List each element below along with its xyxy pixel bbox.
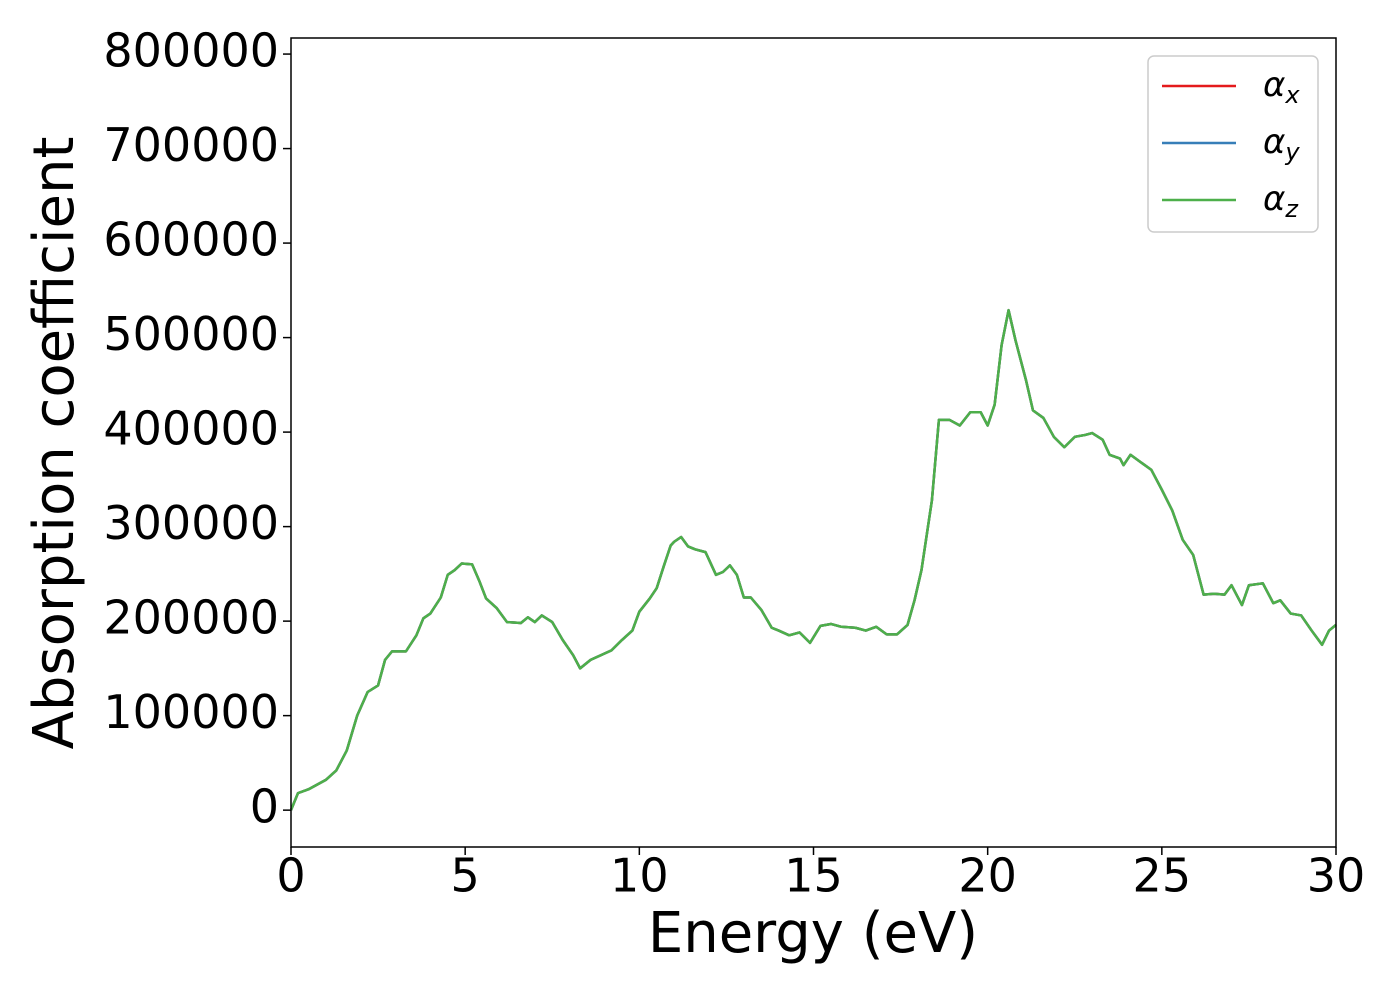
legend-label: αz xyxy=(1263,179,1299,224)
x-tick-label: 0 xyxy=(276,849,305,903)
x-tick-label: 5 xyxy=(451,849,480,903)
x-tick-label: 10 xyxy=(610,849,669,903)
x-axis-label: Energy (eV) xyxy=(648,901,978,966)
x-tick-label: 15 xyxy=(784,849,843,903)
y-tick-label: 500000 xyxy=(103,307,279,361)
y-tick-label: 600000 xyxy=(103,213,279,267)
y-tick-label: 800000 xyxy=(103,24,279,78)
y-tick-label: 0 xyxy=(250,780,279,834)
y-tick-label: 400000 xyxy=(103,402,279,456)
y-tick-label: 300000 xyxy=(103,496,279,550)
legend-label: αx xyxy=(1263,65,1300,110)
x-tick-label: 25 xyxy=(1133,849,1192,903)
series-line xyxy=(289,308,1337,811)
x-tick-label: 20 xyxy=(958,849,1017,903)
y-tick-label: 200000 xyxy=(103,591,279,645)
y-tick-label: 100000 xyxy=(103,685,279,739)
y-tick-label: 700000 xyxy=(103,118,279,172)
plot-frame xyxy=(290,37,1337,848)
x-tick-label: 30 xyxy=(1307,849,1366,903)
legend-label: αy xyxy=(1263,122,1300,167)
y-axis-label: Absorption coefficient xyxy=(22,137,87,750)
